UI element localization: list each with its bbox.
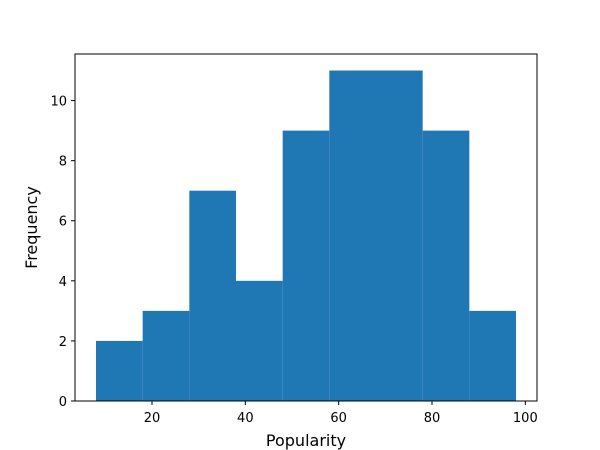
histogram-bar	[376, 70, 423, 402]
y-tick-label: 6	[59, 215, 67, 230]
y-tick-label: 0	[59, 395, 67, 410]
histogram-bar	[422, 130, 470, 401]
x-tick-label: 20	[144, 411, 161, 426]
histogram-bar	[329, 70, 376, 402]
y-tick-label: 8	[59, 155, 67, 170]
histogram-bar	[189, 190, 236, 401]
histogram-bar	[142, 310, 190, 401]
histogram-bars	[96, 70, 516, 402]
x-axis-ticks: 20 40 60 80 100	[144, 401, 538, 426]
x-tick-label: 60	[330, 411, 347, 426]
histogram-bar	[282, 130, 330, 401]
histogram-bar	[236, 280, 283, 401]
y-axis-ticks: 0 2 4 6 8 10	[50, 95, 75, 410]
plot-area-frame	[74, 53, 538, 402]
x-tick-label: 40	[237, 411, 254, 426]
x-tick-label: 100	[513, 411, 538, 426]
x-tick-label: 80	[424, 411, 441, 426]
y-axis-title: Frequency	[22, 186, 41, 269]
histogram-bar	[96, 340, 143, 401]
y-tick-label: 2	[59, 335, 67, 350]
y-tick-label: 10	[50, 95, 67, 110]
histogram-bar	[469, 310, 516, 401]
y-tick-label: 4	[59, 275, 67, 290]
x-axis-title: Popularity	[266, 431, 346, 450]
